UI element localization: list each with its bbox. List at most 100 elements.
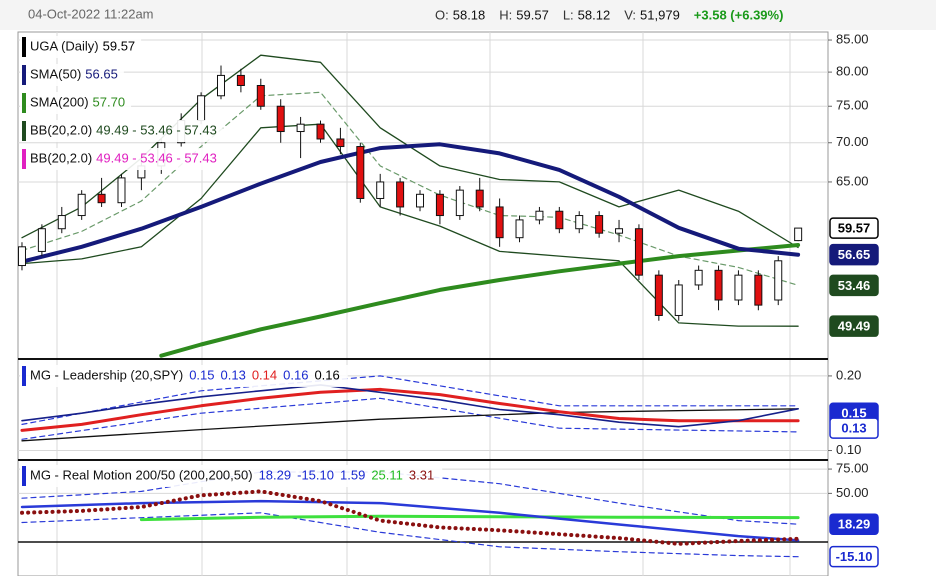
candle-body bbox=[435, 193, 444, 217]
legend-box bbox=[20, 365, 348, 387]
series-line bbox=[21, 384, 799, 428]
y-tick-label: 0.20 bbox=[836, 367, 861, 382]
candle-body bbox=[396, 181, 405, 208]
legend-value: 25.11 bbox=[371, 467, 403, 482]
legend-value: -15.10 bbox=[297, 467, 334, 482]
value-badge-label: 0.13 bbox=[841, 421, 866, 436]
value-badge bbox=[829, 545, 879, 568]
legend-name: UGA (Daily) bbox=[30, 38, 99, 53]
y-tick-label: 50.00 bbox=[836, 485, 869, 500]
series-line bbox=[139, 514, 800, 522]
legend-swatch bbox=[22, 121, 26, 141]
y-tick-label: 80.00 bbox=[836, 64, 869, 79]
candle-body bbox=[296, 123, 305, 133]
value-badge-label: -15.10 bbox=[836, 549, 873, 564]
candle-body bbox=[57, 215, 66, 230]
candle-body bbox=[555, 210, 564, 230]
legend-name: MG - Leadership (20,SPY) bbox=[30, 367, 183, 382]
candle-body bbox=[37, 228, 46, 252]
value-badge bbox=[829, 243, 879, 266]
legend-box bbox=[20, 36, 142, 58]
quote-value: 59.57 bbox=[516, 7, 549, 22]
quote-label: V: bbox=[624, 7, 636, 22]
value-badge bbox=[829, 217, 879, 239]
plot-area bbox=[18, 375, 828, 452]
legend-value: 59.57 bbox=[103, 38, 136, 53]
value-badge-label: 18.29 bbox=[838, 517, 871, 532]
candle-body bbox=[654, 274, 663, 316]
legend-value: 49.49 - 53.46 - 57.43 bbox=[96, 122, 217, 137]
legend-name: BB(20,2.0) bbox=[30, 150, 92, 165]
candle-body bbox=[714, 269, 723, 301]
value-badge bbox=[829, 274, 879, 297]
panels: 85.00 80.00 75.00 70.00 65.00 59.57 56.65 53.46… bbox=[18, 31, 879, 568]
legend-value: 0.13 bbox=[221, 367, 246, 382]
candle-body bbox=[734, 274, 743, 301]
candle-body bbox=[117, 177, 126, 204]
legend-value: 56.65 bbox=[85, 66, 118, 81]
candle-body bbox=[336, 138, 345, 148]
legend-value: 3.31 bbox=[409, 467, 434, 482]
quote-value: 58.18 bbox=[453, 7, 486, 22]
plot-area bbox=[18, 39, 828, 358]
candle-body bbox=[77, 193, 86, 217]
legend-value: 0.15 bbox=[189, 367, 214, 382]
legend-name: MG - Real Motion 200/50 (200,200,50) bbox=[30, 467, 253, 482]
candle-body bbox=[455, 189, 464, 217]
legend-name: SMA(200) bbox=[30, 94, 89, 109]
candle-body bbox=[674, 284, 683, 316]
quote-label: O: bbox=[435, 7, 449, 22]
plot-frame bbox=[17, 31, 829, 576]
panel: 85.00 80.00 75.00 70.00 65.00 59.57 56.65 53.46… bbox=[18, 31, 879, 358]
legend-name: BB(20,2.0) bbox=[30, 122, 92, 137]
candle-body bbox=[575, 215, 584, 230]
candle-body bbox=[535, 210, 544, 221]
series-line bbox=[21, 397, 799, 440]
legend-value: 49.49 - 53.46 - 57.43 bbox=[96, 150, 217, 165]
y-tick-label: 75.00 bbox=[836, 461, 869, 476]
quote-label: H: bbox=[499, 7, 512, 22]
candle-body bbox=[774, 260, 783, 301]
candle-body bbox=[316, 123, 325, 140]
value-badge-label: 49.49 bbox=[838, 319, 871, 334]
candle-body bbox=[97, 193, 106, 204]
series-line bbox=[21, 512, 799, 558]
candle-body bbox=[495, 206, 504, 239]
candle-body bbox=[634, 228, 643, 276]
quote-value: 58.12 bbox=[578, 7, 611, 22]
value-badge bbox=[829, 417, 879, 439]
legend-swatch bbox=[22, 366, 26, 386]
legend-box bbox=[20, 148, 223, 170]
legend-value: 18.29 bbox=[259, 467, 292, 482]
legend-swatch bbox=[22, 466, 26, 486]
value-badge bbox=[829, 513, 879, 535]
candle-body bbox=[376, 181, 385, 199]
quote-label: L: bbox=[563, 7, 574, 22]
candle-body bbox=[515, 219, 524, 239]
series-line bbox=[21, 375, 799, 425]
date: 04-Oct-2022 11:22am bbox=[28, 6, 154, 21]
candle-body bbox=[18, 246, 26, 267]
legend-box bbox=[20, 120, 223, 142]
candle-body bbox=[216, 74, 225, 97]
y-tick-label: 85.00 bbox=[836, 31, 869, 46]
legend-swatch bbox=[22, 65, 26, 85]
change: +3.58 (+6.39%) bbox=[694, 7, 784, 22]
legend-box bbox=[20, 465, 443, 487]
candle-body bbox=[356, 146, 365, 199]
plot-area bbox=[18, 468, 828, 558]
series-line bbox=[20, 489, 801, 546]
y-tick-label: 70.00 bbox=[836, 134, 869, 149]
legend-swatch bbox=[22, 93, 26, 113]
value-badge-label: 0.15 bbox=[841, 406, 866, 421]
candle-body bbox=[794, 227, 803, 242]
legend-box bbox=[20, 92, 132, 114]
legend-swatch bbox=[22, 149, 26, 169]
header-bar bbox=[0, 0, 936, 30]
series-line bbox=[21, 91, 799, 286]
legend-name: SMA(50) bbox=[30, 66, 81, 81]
candle-body bbox=[416, 193, 425, 208]
